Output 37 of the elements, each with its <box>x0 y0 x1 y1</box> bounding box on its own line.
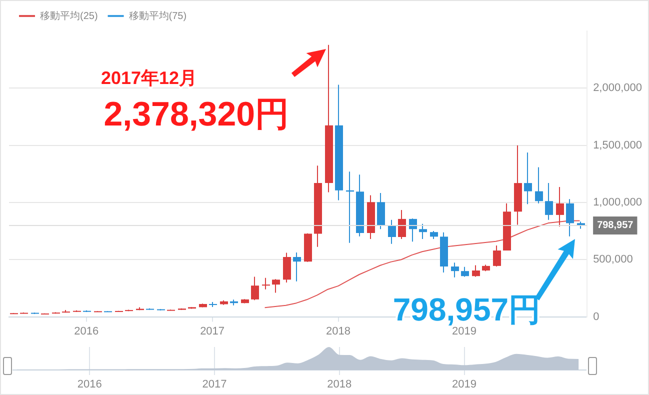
candlestick <box>566 198 574 237</box>
candlestick <box>472 264 480 278</box>
x-tick-label: 2017 <box>200 325 225 338</box>
candlestick <box>272 278 280 294</box>
candlestick <box>398 210 406 240</box>
ref-line-label: 798,957 <box>597 220 634 232</box>
candlestick <box>556 186 564 227</box>
annotation: 2,378,320円 <box>104 95 290 134</box>
y-tick-label: 1,000,000 <box>593 196 642 209</box>
candlestick <box>419 223 427 240</box>
x-tick-label: 2016 <box>77 378 102 391</box>
candlestick <box>451 262 459 278</box>
candlestick <box>524 152 532 205</box>
candlestick <box>493 244 501 267</box>
x-tick-label: 2018 <box>327 378 352 391</box>
legend-label: 移動平均(25) <box>40 10 98 22</box>
x-tick-label: 2016 <box>74 325 99 338</box>
x-tick-label: 2018 <box>326 325 351 338</box>
y-tick-label: 1,500,000 <box>593 139 642 152</box>
x-tick-label: 2019 <box>452 378 476 391</box>
candlestick <box>388 219 396 244</box>
candlestick <box>293 252 301 282</box>
candlestick <box>283 252 291 284</box>
y-tick-label: 500,000 <box>593 254 633 266</box>
candlestick <box>262 277 270 290</box>
candlestick <box>377 192 385 230</box>
y-tick-label: 0 <box>593 310 600 323</box>
candlestick <box>251 276 259 301</box>
annotation: 798,957円 <box>392 291 541 328</box>
candlestick <box>545 182 553 220</box>
legend-label: 移動平均(75) <box>128 10 187 22</box>
x-tick-label: 2017 <box>202 378 227 391</box>
candlestick <box>535 166 543 204</box>
candlestick <box>461 266 469 278</box>
y-tick-label: 2,000,000 <box>593 82 642 94</box>
annotation: 2017年12月 <box>101 68 198 88</box>
x-tick-label: 2019 <box>452 325 476 338</box>
